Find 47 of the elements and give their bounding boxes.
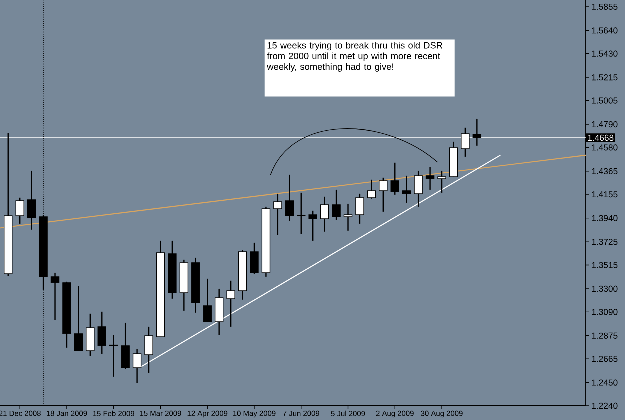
y-tick-label: 1.5640 [592, 28, 618, 34]
y-tick-label: 1.2450 [592, 380, 618, 386]
candlestick [74, 285, 84, 352]
candlestick [121, 322, 130, 370]
candlestick [285, 174, 294, 222]
candlestick [414, 170, 423, 208]
candlestick [308, 210, 318, 242]
candlestick [16, 197, 24, 225]
candlestick [379, 177, 388, 213]
candlestick [110, 334, 118, 378]
candlestick [27, 170, 36, 231]
candlestick [226, 280, 236, 328]
y-tick-label: 1.5430 [592, 50, 618, 57]
candlestick [402, 175, 412, 204]
y-tick-label: 1.2665 [592, 356, 618, 362]
candlestick [274, 193, 282, 236]
y-tick-label: 1.5215 [592, 74, 618, 81]
candlestick [356, 193, 364, 225]
candlestick [426, 166, 435, 191]
candlestick [332, 189, 341, 221]
ref-line-label: 1.4668 [588, 134, 614, 142]
y-tick-label: 1.2875 [592, 332, 618, 339]
y-tick-label: 1.4155 [592, 192, 618, 198]
candlestick [297, 192, 306, 235]
candlestick [320, 196, 330, 233]
y-tick-label: 1.3300 [592, 286, 618, 292]
candlestick [250, 242, 259, 275]
candlestick [472, 118, 482, 147]
y-tick-label: 1.4580 [592, 144, 618, 151]
y-tick-label: 1.3515 [592, 262, 618, 268]
candlestick [86, 313, 95, 357]
annotation: 15 weeks trying to break thru this old DSR from 2000 until it met up with more recent weekly, something had to give! [267, 42, 443, 72]
candlestick [367, 179, 376, 200]
y-tick-label: 1.5855 [592, 4, 618, 10]
y-tick-label: 1.3725 [592, 239, 618, 246]
y-tick-label: 1.2240 [592, 402, 618, 410]
candlestick [203, 278, 212, 323]
candlestick [98, 311, 106, 355]
y-tick-label: 1.4790 [592, 121, 618, 128]
candlestick [438, 170, 446, 194]
y-tick-label: 1.4365 [592, 168, 618, 174]
candlestick [390, 162, 400, 196]
candlestick [50, 272, 60, 321]
y-tick-label: 1.3090 [592, 309, 618, 316]
y-tick-label: 1.3940 [592, 215, 618, 222]
candlestick [344, 203, 353, 232]
y-tick-label: 1.5005 [592, 98, 618, 104]
